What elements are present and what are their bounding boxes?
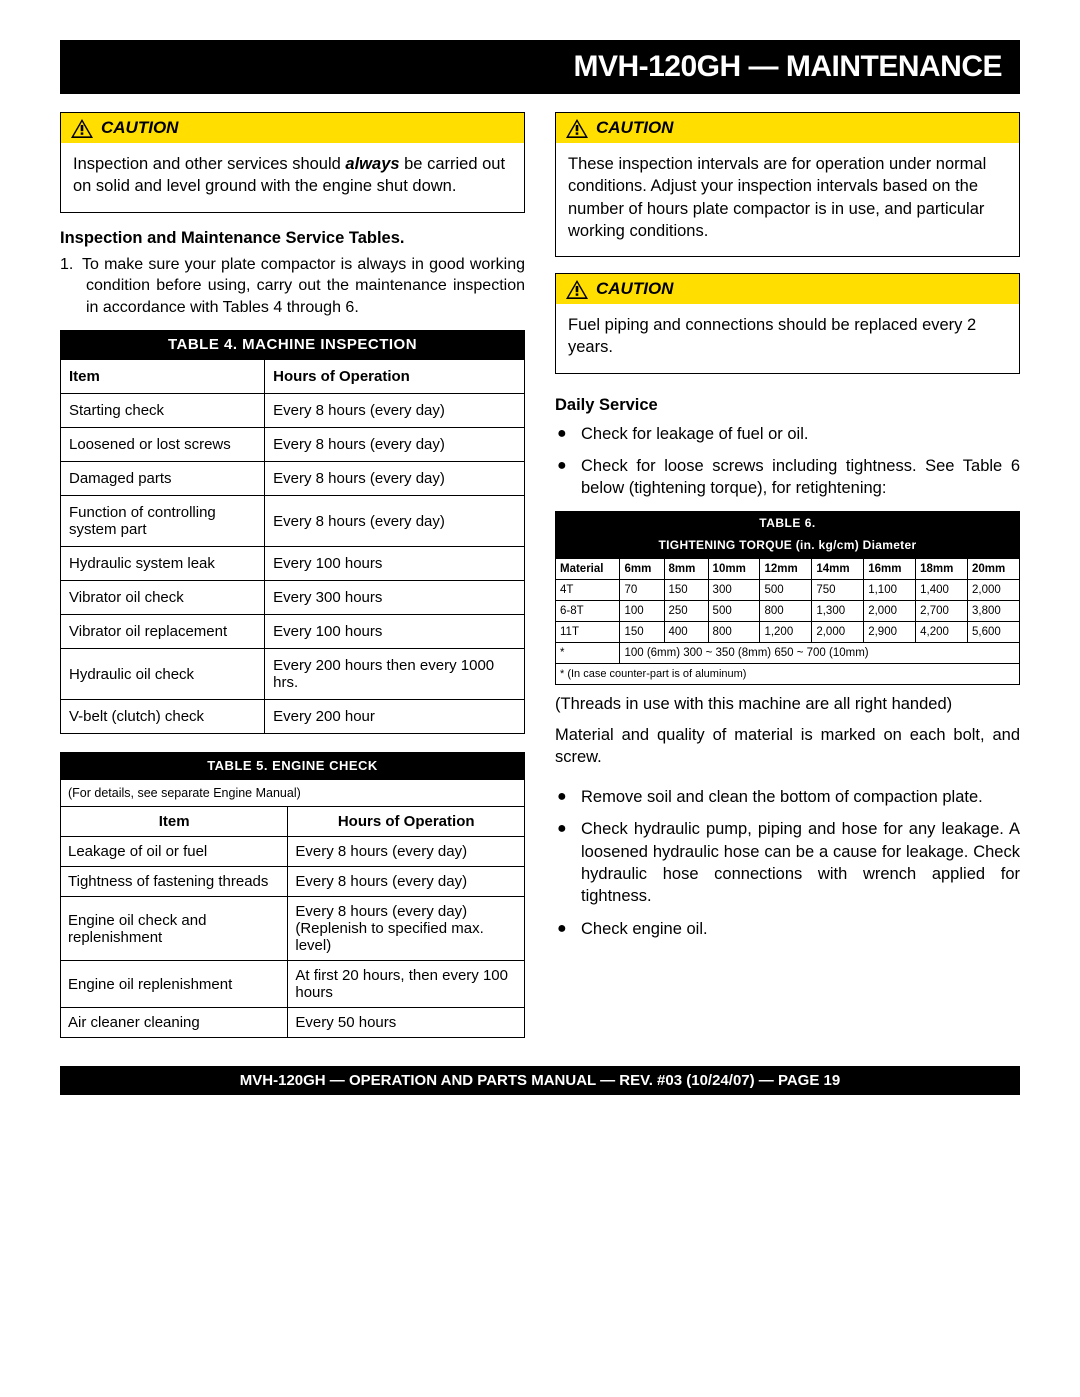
table4-table: Item Hours of Operation Starting checkEv… — [60, 359, 525, 734]
table-row: Leakage of oil or fuelEvery 8 hours (eve… — [61, 837, 525, 867]
daily-bullets-2: Remove soil and clean the bottom of comp… — [555, 786, 1020, 940]
caution-body-2: These inspection intervals are for opera… — [556, 143, 1019, 256]
table6-footnote-row: * (In case counter-part is of aluminum) — [556, 664, 1020, 685]
table6-title2: TIGHTENING TORQUE (in. kg/cm) Diameter — [555, 535, 1020, 558]
table6-header-row: Material 6mm 8mm 10mm 12mm 14mm 16mm 18m… — [556, 559, 1020, 580]
table-row: Vibrator oil checkEvery 300 hours — [61, 581, 525, 615]
list-item: Check hydraulic pump, piping and hose fo… — [555, 818, 1020, 907]
table5-col2: Hours of Operation — [288, 807, 525, 837]
table-row: Hydraulic system leakEvery 100 hours — [61, 547, 525, 581]
table6-table: Material 6mm 8mm 10mm 12mm 14mm 16mm 18m… — [555, 558, 1020, 685]
list-item: Check for leakage of fuel or oil. — [555, 423, 1020, 445]
table-row: 4T701503005007501,1001,4002,000 — [556, 580, 1020, 601]
right-column: CAUTION These inspection intervals are f… — [555, 112, 1020, 1038]
table6: TABLE 6. TIGHTENING TORQUE (in. kg/cm) D… — [555, 511, 1020, 685]
daily-bullets-1: Check for leakage of fuel or oil. Check … — [555, 423, 1020, 500]
table-row: Starting checkEvery 8 hours (every day) — [61, 394, 525, 428]
intro-text: To make sure your plate compactor is alw… — [82, 256, 525, 316]
caution-label: CAUTION — [596, 279, 673, 299]
warning-icon — [566, 280, 588, 299]
caution-box-2: CAUTION These inspection intervals are f… — [555, 112, 1020, 257]
table-row: Hydraulic oil checkEvery 200 hours then … — [61, 649, 525, 700]
page-title-bar: MVH-120GH — MAINTENANCE — [60, 40, 1020, 94]
table4-col2: Hours of Operation — [265, 360, 525, 394]
two-column-layout: CAUTION Inspection and other services sh… — [60, 112, 1020, 1038]
list-item: Check for loose screws including tightne… — [555, 455, 1020, 500]
table-row: Vibrator oil replacementEvery 100 hours — [61, 615, 525, 649]
material-note: Material and quality of material is mark… — [555, 724, 1020, 769]
daily-service-heading: Daily Service — [555, 396, 1020, 415]
table4-title: TABLE 4. MACHINE INSPECTION — [60, 330, 525, 359]
warning-icon — [71, 119, 93, 138]
caution-label: CAUTION — [101, 118, 178, 138]
table5-table: (For details, see separate Engine Manual… — [60, 779, 525, 1038]
caution-body-1: Inspection and other services should alw… — [61, 143, 524, 212]
caution-box-3: CAUTION Fuel piping and connections shou… — [555, 273, 1020, 374]
table-row: Engine oil replenishmentAt first 20 hour… — [61, 961, 525, 1008]
table-row: 11T1504008001,2002,0002,9004,2005,600 — [556, 622, 1020, 643]
caution-header: CAUTION — [61, 113, 524, 143]
section-heading-tables: Inspection and Maintenance Service Table… — [60, 229, 525, 248]
left-column: CAUTION Inspection and other services sh… — [60, 112, 525, 1038]
table-row: 6-8T1002505008001,3002,0002,7003,800 — [556, 601, 1020, 622]
caution-header: CAUTION — [556, 113, 1019, 143]
table4: TABLE 4. MACHINE INSPECTION Item Hours o… — [60, 330, 525, 734]
table6-title1: TABLE 6. — [555, 511, 1020, 535]
table-row: Function of controlling system partEvery… — [61, 496, 525, 547]
caution-header: CAUTION — [556, 274, 1019, 304]
caution-body-3: Fuel piping and connections should be re… — [556, 304, 1019, 373]
table-row: Air cleaner cleaningEvery 50 hours — [61, 1008, 525, 1038]
caution-label: CAUTION — [596, 118, 673, 138]
caution1-pre: Inspection and other services should — [73, 155, 345, 173]
threads-note: (Threads in use with this machine are al… — [555, 693, 1020, 715]
table5-title: TABLE 5. ENGINE CHECK — [60, 752, 525, 779]
table5-col1: Item — [61, 807, 288, 837]
table4-col1: Item — [61, 360, 265, 394]
table-row: Engine oil check and replenishmentEvery … — [61, 897, 525, 961]
table5-note: (For details, see separate Engine Manual… — [61, 780, 525, 807]
list-item: Remove soil and clean the bottom of comp… — [555, 786, 1020, 808]
caution1-em: always — [345, 155, 399, 173]
table-row: Tightness of fastening threadsEvery 8 ho… — [61, 867, 525, 897]
footer-bar: MVH-120GH — OPERATION AND PARTS MANUAL —… — [60, 1066, 1020, 1095]
table6-star-row: * 100 (6mm) 300 ~ 350 (8mm) 650 ~ 700 (1… — [556, 643, 1020, 664]
table-row: Damaged partsEvery 8 hours (every day) — [61, 462, 525, 496]
table5: TABLE 5. ENGINE CHECK (For details, see … — [60, 752, 525, 1038]
caution-box-1: CAUTION Inspection and other services sh… — [60, 112, 525, 213]
table-row: Loosened or lost screwsEvery 8 hours (ev… — [61, 428, 525, 462]
warning-icon — [566, 119, 588, 138]
list-item: Check engine oil. — [555, 918, 1020, 940]
table-row: V-belt (clutch) checkEvery 200 hour — [61, 700, 525, 734]
intro-paragraph: 1.To make sure your plate compactor is a… — [86, 254, 525, 319]
